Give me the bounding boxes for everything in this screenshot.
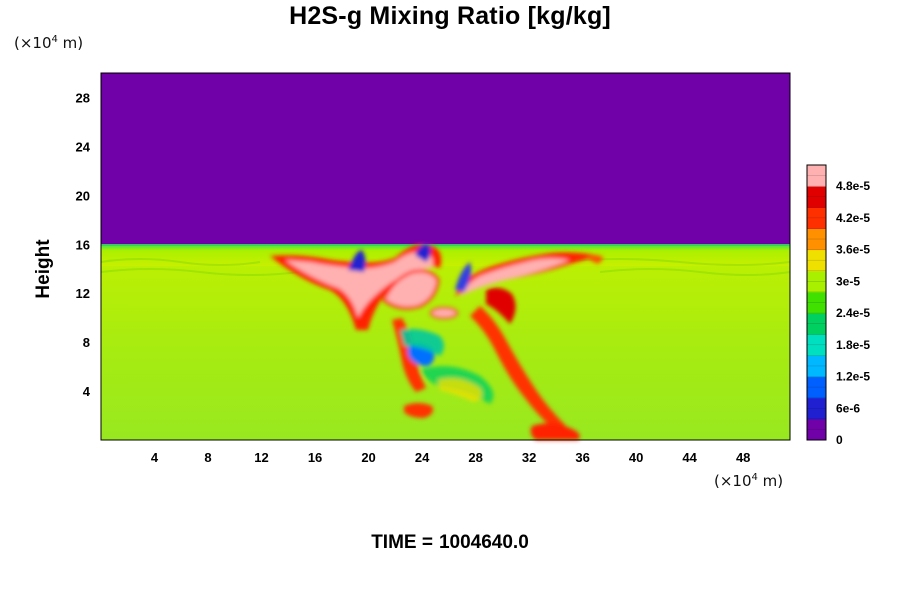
colorbar-tick-label: 2.4e-5	[836, 306, 870, 320]
plume-yellow-swirl	[438, 378, 482, 402]
colorbar-tick-label: 4.8e-5	[836, 179, 870, 193]
x-tick-label: 4	[151, 450, 159, 465]
colorbar-swatch	[807, 165, 826, 187]
colorbar-swatch	[807, 186, 826, 208]
x-tick-label: 32	[522, 450, 536, 465]
colorbar-tick-label: 4.2e-5	[836, 211, 870, 225]
colorbar-tick-label: 0	[836, 433, 843, 447]
colorbar-swatch	[807, 355, 826, 378]
plume-left-wing-core	[285, 251, 433, 318]
colorbar-swatch	[807, 228, 826, 251]
y-axis-ticks: 4 8 12 16 20 24 28	[76, 90, 91, 399]
chart-title: H2S-g Mixing Ratio [kg/kg]	[289, 2, 611, 30]
colorbar-swatch	[807, 207, 826, 229]
x-tick-label: 36	[575, 450, 589, 465]
wave-pattern	[100, 258, 791, 276]
colorbar-tick-label: 1.8e-5	[836, 338, 870, 352]
x-tick-label: 16	[308, 450, 322, 465]
colorbar-tick-label: 1.2e-5	[836, 370, 870, 384]
colorbar-swatch	[807, 249, 826, 272]
x-tick-label: 48	[736, 450, 750, 465]
plume-center-mass	[382, 269, 440, 310]
x-tick-label: 8	[204, 450, 211, 465]
plume-structure	[270, 243, 604, 440]
heatmap-field	[100, 73, 791, 440]
colorbar-tick-label: 3e-5	[836, 274, 860, 288]
plume-small-core	[430, 307, 458, 319]
colorbar-tick-label: 6e-6	[836, 401, 860, 415]
colorbar-swatch	[807, 291, 826, 314]
time-readout: TIME = 1004640.0	[0, 532, 900, 554]
x-axis-ticks: 4 8 12 16 20 24 28 32 36 40 44 48	[151, 450, 751, 465]
plume-dark-rim-left	[348, 250, 366, 272]
colorbar-swatch	[807, 397, 826, 420]
x-tick-label: 24	[415, 450, 430, 465]
y-tick-label: 12	[76, 286, 90, 301]
boundary-band	[101, 244, 790, 266]
colorbar-swatch	[807, 376, 826, 399]
colorbar-tick-label: 3.6e-5	[836, 243, 870, 257]
colorbar-swatch	[807, 334, 826, 356]
y-tick-label: 24	[76, 139, 91, 154]
x-tick-label: 20	[361, 450, 375, 465]
x-tick-label: 44	[682, 450, 697, 465]
colorbar-swatch	[807, 313, 826, 335]
colorbar-swatch	[807, 418, 826, 441]
y-tick-label: 8	[83, 335, 90, 350]
colorbar-frame	[806, 164, 827, 441]
plume-orange-right	[586, 255, 604, 264]
plume-right-branch	[486, 287, 516, 324]
y-tick-label: 28	[76, 90, 90, 105]
plot-frame	[100, 72, 791, 441]
x-tick-label: 12	[254, 450, 268, 465]
time-value: 1004640.0	[438, 532, 529, 553]
colorbar: 0 6e-6 1.2e-5 1.8e-5 2.4e-5 3e-5 3.6e-5 4.2e-5 4…	[806, 164, 870, 447]
plume-right-wing-core	[460, 258, 570, 296]
y-tick-label: 16	[76, 237, 90, 252]
plume-stem-right	[470, 306, 566, 430]
colorbar-swatch	[807, 270, 826, 293]
plume-bottom-blob-right	[530, 423, 580, 440]
x-tick-label: 28	[468, 450, 482, 465]
plume-dark-rim-center	[415, 244, 431, 262]
y-tick-label: 4	[83, 384, 91, 399]
y-tick-label: 20	[76, 188, 90, 203]
y-axis-unit: (×104 m)	[14, 34, 84, 52]
x-tick-label: 40	[629, 450, 643, 465]
plume-bottom-blob-left	[404, 403, 433, 418]
plume-dark-rim-right	[455, 262, 472, 292]
upper-region	[101, 73, 790, 246]
time-label: TIME =	[371, 532, 433, 553]
x-axis-unit: (×104 m)	[714, 472, 784, 490]
lower-region	[101, 246, 790, 440]
plume-teal-swirl	[400, 328, 444, 356]
